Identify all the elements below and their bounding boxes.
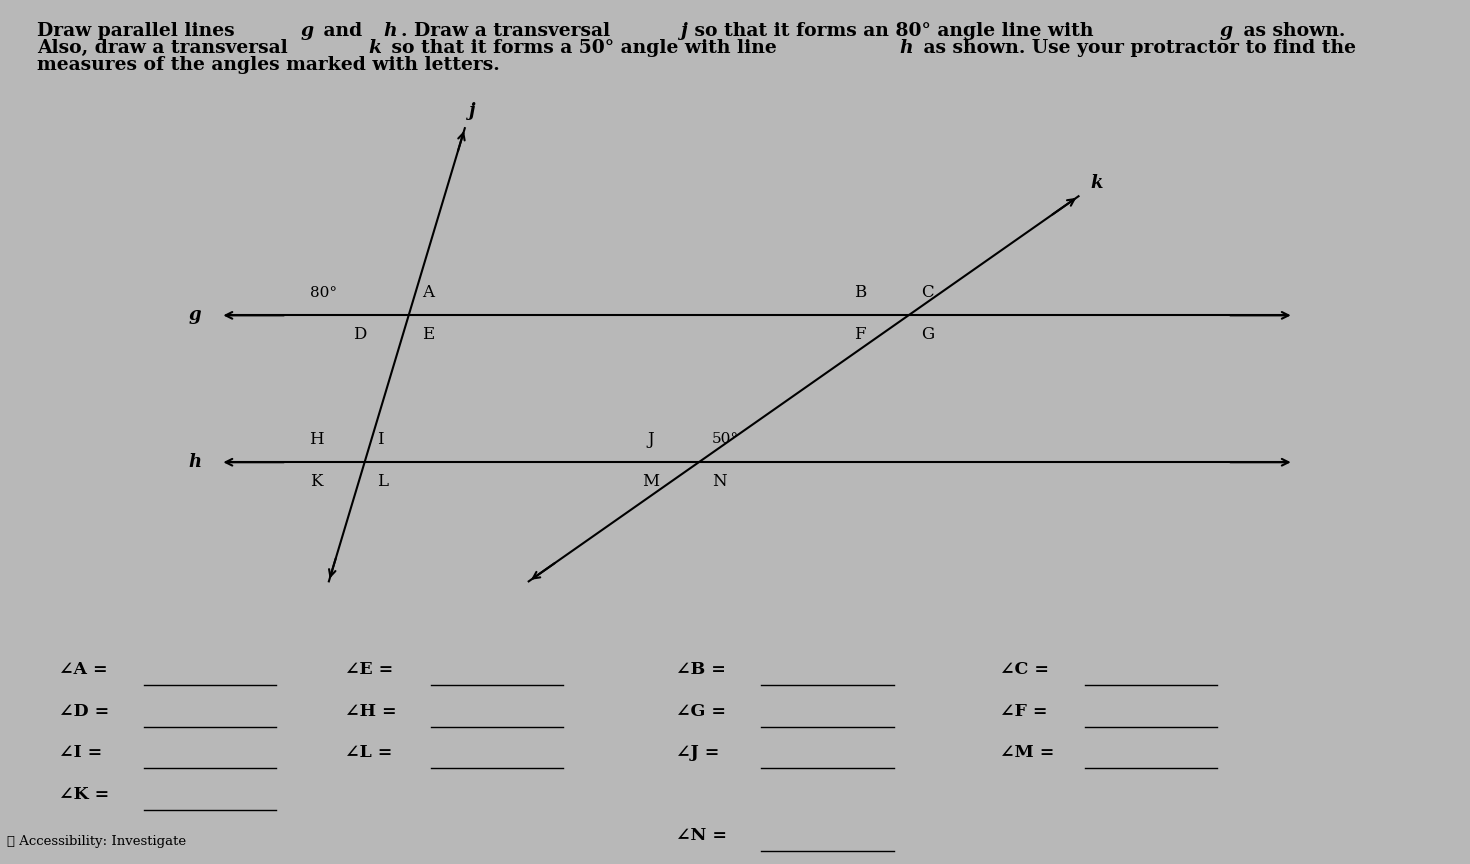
Text: ∠D =: ∠D = bbox=[59, 702, 109, 720]
Text: and: and bbox=[318, 22, 369, 40]
Text: as shown.: as shown. bbox=[1236, 22, 1345, 40]
Text: ∠L =: ∠L = bbox=[345, 744, 392, 761]
Text: H: H bbox=[309, 431, 323, 448]
Text: K: K bbox=[310, 473, 322, 490]
Text: ∠B =: ∠B = bbox=[676, 661, 726, 678]
Text: g: g bbox=[188, 307, 201, 324]
Text: measures of the angles marked with letters.: measures of the angles marked with lette… bbox=[37, 56, 500, 74]
Text: ∠C =: ∠C = bbox=[1000, 661, 1048, 678]
Text: so that it forms a 50° angle with line: so that it forms a 50° angle with line bbox=[385, 39, 784, 57]
Text: ∠G =: ∠G = bbox=[676, 702, 726, 720]
Text: h: h bbox=[188, 454, 201, 471]
Text: . Draw a transversal: . Draw a transversal bbox=[401, 22, 617, 40]
Text: k: k bbox=[1091, 174, 1102, 192]
Text: j: j bbox=[469, 102, 475, 119]
Text: J: J bbox=[647, 431, 654, 448]
Text: ∠E =: ∠E = bbox=[345, 661, 394, 678]
Text: ∠K =: ∠K = bbox=[59, 785, 109, 803]
Text: h: h bbox=[900, 39, 913, 57]
Text: G: G bbox=[922, 326, 935, 343]
Text: N: N bbox=[711, 473, 726, 490]
Text: ∠I =: ∠I = bbox=[59, 744, 101, 761]
Text: Also, draw a transversal: Also, draw a transversal bbox=[37, 39, 294, 57]
Text: as shown. Use your protractor to find the: as shown. Use your protractor to find th… bbox=[917, 39, 1355, 57]
Text: ∠M =: ∠M = bbox=[1000, 744, 1054, 761]
Text: ∠N =: ∠N = bbox=[676, 827, 728, 844]
Text: A: A bbox=[422, 284, 434, 301]
Text: E: E bbox=[422, 326, 434, 343]
Text: k: k bbox=[369, 39, 382, 57]
Text: ∠H =: ∠H = bbox=[345, 702, 397, 720]
Text: g: g bbox=[300, 22, 313, 40]
Text: h: h bbox=[384, 22, 397, 40]
Text: L: L bbox=[378, 473, 388, 490]
Text: ♿ Accessibility: Investigate: ♿ Accessibility: Investigate bbox=[7, 835, 187, 848]
Text: I: I bbox=[378, 431, 384, 448]
Text: j: j bbox=[679, 22, 686, 40]
Text: 80°: 80° bbox=[310, 285, 338, 300]
Text: g: g bbox=[1220, 22, 1233, 40]
Text: C: C bbox=[922, 284, 933, 301]
Text: Draw parallel lines: Draw parallel lines bbox=[37, 22, 241, 40]
Text: B: B bbox=[854, 284, 866, 301]
Text: ∠J =: ∠J = bbox=[676, 744, 720, 761]
Text: D: D bbox=[353, 326, 368, 343]
Text: so that it forms an 80° angle line with: so that it forms an 80° angle line with bbox=[688, 22, 1101, 40]
Text: ∠A =: ∠A = bbox=[59, 661, 107, 678]
Text: F: F bbox=[854, 326, 866, 343]
Text: 50°: 50° bbox=[711, 432, 739, 447]
Text: M: M bbox=[642, 473, 659, 490]
Text: ∠F =: ∠F = bbox=[1000, 702, 1047, 720]
